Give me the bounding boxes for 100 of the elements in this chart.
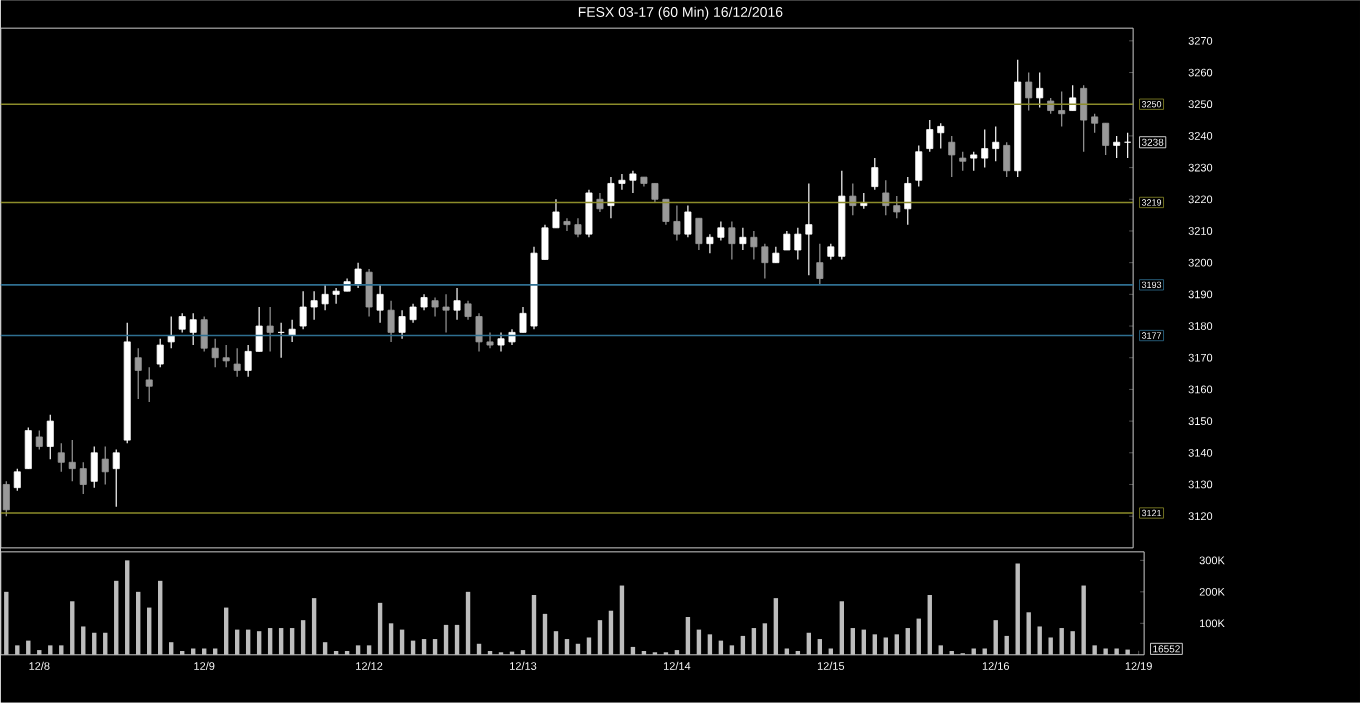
bar	[1026, 612, 1031, 655]
candlestick	[794, 227, 802, 261]
bar	[894, 634, 899, 655]
bar	[905, 628, 910, 655]
candlestick	[354, 262, 362, 289]
candlestick	[981, 129, 989, 169]
candlestick	[893, 195, 901, 219]
bar	[707, 634, 713, 655]
bar	[850, 628, 855, 655]
candlestick	[1113, 135, 1121, 159]
candlestick	[387, 300, 395, 343]
candlestick	[552, 198, 560, 229]
candlestick	[57, 442, 65, 473]
candlestick	[1058, 91, 1066, 128]
candlestick	[1102, 122, 1110, 156]
bar	[234, 629, 240, 655]
candlestick	[750, 230, 758, 261]
bar	[520, 650, 526, 655]
bar	[245, 629, 251, 655]
x-tick-label: 12/13	[510, 661, 537, 671]
bar	[916, 618, 921, 655]
ref-line-label: 3219	[1141, 199, 1162, 206]
x-tick-label: 12/9	[194, 661, 215, 671]
y-tick-label: 3190	[1188, 290, 1213, 299]
text: 16552	[1153, 645, 1180, 653]
bar	[355, 645, 361, 655]
bar	[498, 652, 504, 655]
bar	[169, 642, 174, 655]
y-tick-label: 3150	[1188, 417, 1213, 426]
candlestick	[629, 170, 637, 194]
x-tick-label: 12/16	[982, 661, 1009, 671]
bar	[553, 631, 559, 655]
bar	[37, 650, 42, 655]
bar	[443, 625, 449, 655]
bar	[718, 640, 724, 655]
bar	[201, 648, 207, 655]
candlestick	[574, 217, 582, 239]
bar	[322, 642, 328, 655]
bar	[1059, 628, 1064, 655]
candlestick	[618, 173, 626, 191]
bar	[476, 643, 482, 655]
bar	[597, 620, 603, 655]
x-tick-label: 12/19	[1125, 661, 1152, 671]
y-tick-label: 3230	[1188, 163, 1213, 172]
bar	[344, 651, 350, 655]
x-tick-label: 12/15	[817, 661, 845, 671]
bar	[212, 648, 218, 655]
bar	[663, 652, 669, 655]
bar	[81, 626, 86, 655]
candlestick	[244, 344, 252, 378]
bar	[487, 651, 493, 655]
ref-line-label: 3250	[1141, 101, 1162, 108]
x-tick-label: 12/8	[29, 661, 50, 671]
candlestick	[948, 135, 956, 178]
candlestick	[519, 306, 527, 334]
bar	[399, 629, 405, 655]
candlestick	[882, 179, 890, 216]
bar	[839, 601, 845, 655]
bar	[223, 607, 229, 655]
y-tick-label: 200K	[1199, 588, 1225, 596]
candlestick	[816, 243, 824, 286]
candlestick	[849, 182, 857, 216]
candlestick	[728, 220, 736, 261]
bar	[15, 645, 20, 655]
candlestick	[464, 300, 472, 321]
y-tick-label: 3120	[1188, 512, 1213, 521]
candlestick	[992, 125, 1000, 162]
bar	[48, 645, 53, 655]
candlestick	[926, 119, 934, 153]
candlestick	[673, 205, 681, 242]
bar	[158, 580, 163, 655]
bar	[641, 651, 647, 655]
y-tick-label: 3140	[1188, 449, 1213, 457]
bar	[938, 645, 943, 655]
bar	[1092, 645, 1097, 655]
bar	[982, 648, 987, 655]
candlestick	[453, 287, 461, 321]
bar	[861, 629, 866, 655]
candlestick	[211, 338, 219, 368]
bar	[1081, 585, 1086, 655]
bar	[806, 632, 812, 655]
candlestick	[717, 220, 725, 242]
candlestick	[1036, 72, 1044, 109]
candlestick	[35, 430, 43, 451]
candlestick	[684, 205, 692, 239]
y-tick-label: 3130	[1188, 480, 1213, 489]
bar	[289, 628, 295, 655]
bar	[1015, 563, 1020, 655]
candlestick	[662, 198, 670, 226]
candlestick	[739, 227, 747, 251]
bar	[377, 602, 383, 655]
bar	[784, 648, 790, 655]
candlestick	[167, 316, 175, 349]
bar	[147, 607, 152, 655]
bar	[685, 617, 691, 655]
bar	[454, 625, 460, 655]
bar	[366, 645, 372, 655]
bar	[1048, 637, 1053, 655]
bar	[180, 651, 185, 655]
y-tick-label: 3260	[1188, 68, 1213, 77]
